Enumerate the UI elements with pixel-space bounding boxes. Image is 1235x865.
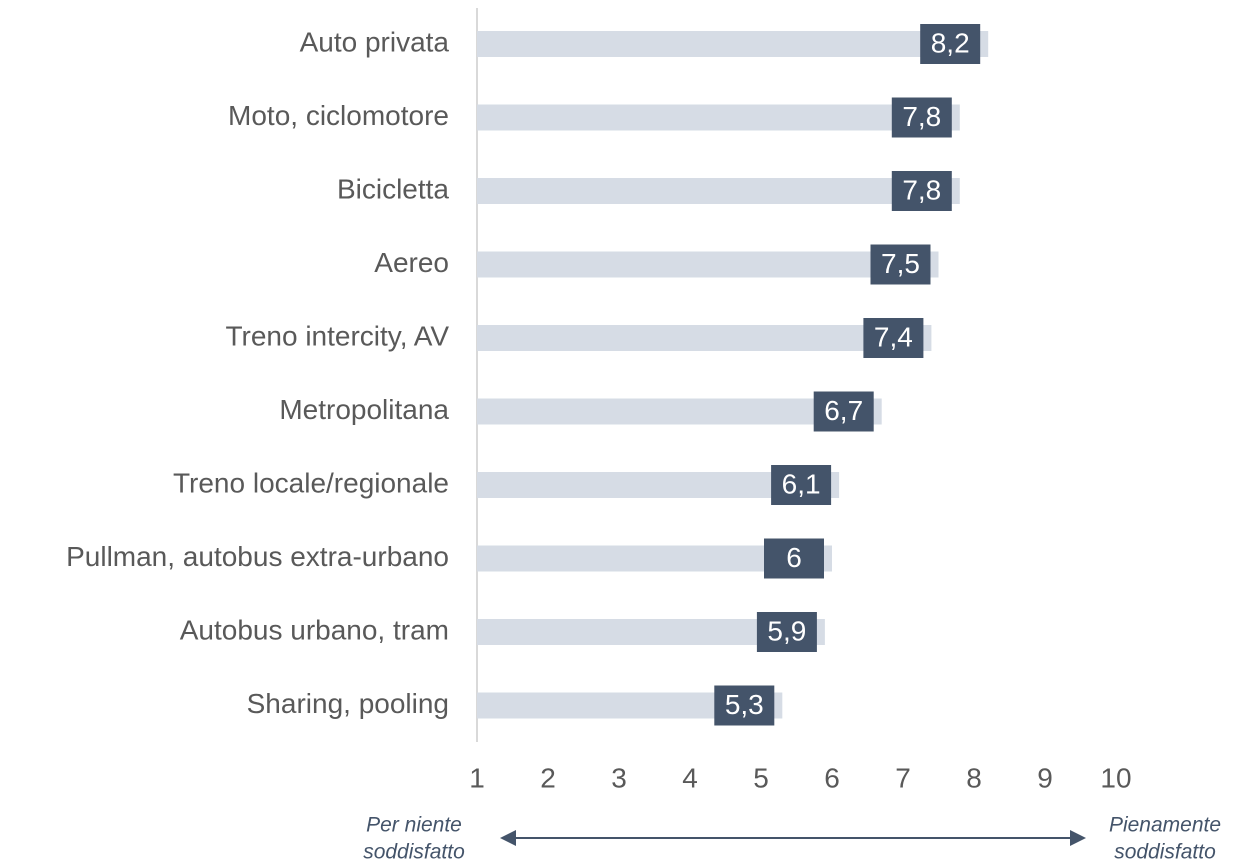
scale-annotation: Pienamente	[1109, 814, 1221, 837]
x-tick-label: 1	[469, 762, 485, 793]
scale-annotation: Per niente	[366, 814, 462, 837]
bar	[477, 251, 939, 278]
x-tick-label: 8	[966, 762, 982, 793]
category-label: Moto, ciclomotore	[228, 100, 449, 131]
category-label: Treno intercity, AV	[225, 320, 449, 351]
value-label: 7,8	[902, 101, 941, 132]
x-tick-label: 3	[611, 762, 627, 793]
value-label-box	[756, 612, 817, 652]
x-tick-label: 9	[1037, 762, 1053, 793]
x-tick-label: 10	[1100, 762, 1131, 793]
category-label: Autobus urbano, tram	[180, 614, 449, 645]
value-label: 5,3	[725, 689, 764, 720]
value-label: 6,1	[782, 468, 821, 499]
bar	[477, 104, 960, 131]
category-label: Metropolitana	[279, 394, 449, 425]
value-label: 6,7	[824, 395, 863, 426]
value-label-box	[714, 685, 775, 726]
bar	[477, 31, 989, 57]
category-label: Bicicletta	[337, 173, 449, 204]
value-label-box	[813, 391, 874, 432]
value-label: 8,2	[931, 27, 970, 58]
value-label-box	[764, 538, 824, 579]
x-tick-label: 2	[540, 762, 556, 793]
x-tick-label: 7	[895, 762, 911, 793]
category-label: Pullman, autobus extra-urbano	[66, 541, 449, 572]
category-label: Treno locale/regionale	[173, 467, 449, 498]
value-label: 7,4	[874, 321, 913, 352]
value-label: 7,5	[881, 248, 920, 279]
bar	[477, 178, 960, 204]
value-label-box	[891, 171, 952, 211]
value-label: 5,9	[767, 615, 806, 646]
value-label: 7,8	[902, 174, 941, 205]
x-tick-label: 4	[682, 762, 698, 793]
bar	[477, 325, 932, 351]
scale-annotation: soddisfatto	[363, 841, 465, 864]
scale-annotation: soddisfatto	[1114, 841, 1216, 864]
category-label: Aereo	[374, 247, 449, 278]
x-tick-label: 6	[824, 762, 840, 793]
value-label-box	[863, 318, 924, 358]
value-label-box	[891, 97, 952, 138]
category-label: Auto privata	[300, 26, 450, 57]
value-label: 6	[786, 542, 802, 573]
value-label-box	[920, 24, 981, 64]
category-label: Sharing, pooling	[247, 688, 449, 719]
value-label-box	[870, 244, 931, 285]
x-tick-label: 5	[753, 762, 769, 793]
value-label-box	[771, 465, 832, 505]
